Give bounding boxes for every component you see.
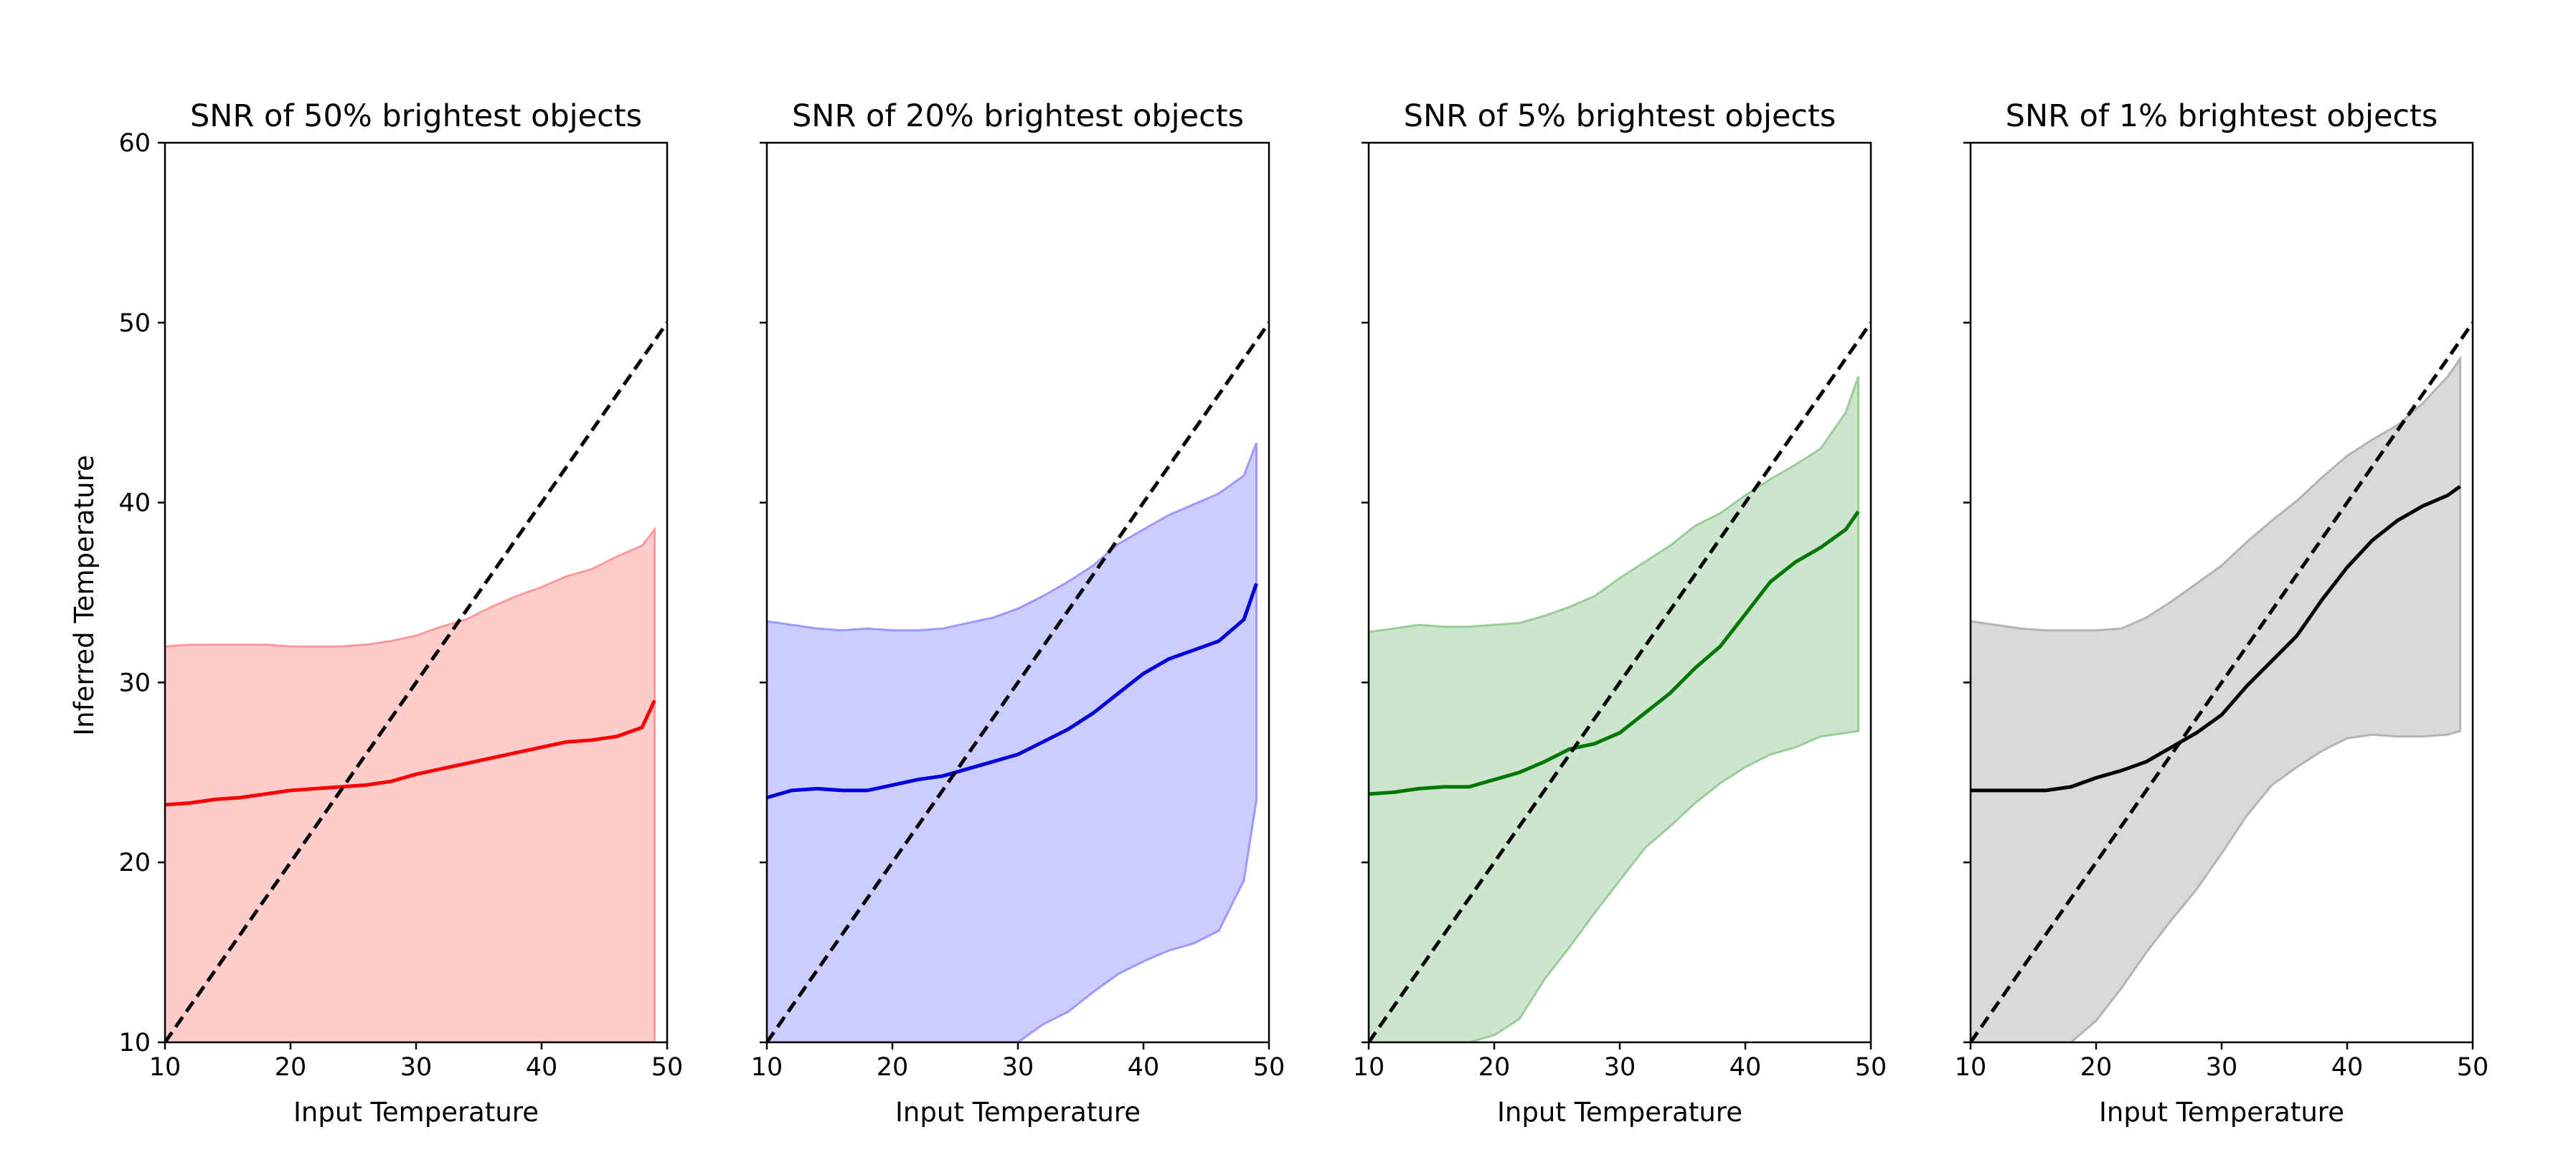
x-tick-label: 30 (1002, 1053, 1034, 1082)
x-axis-label: Input Temperature (2099, 1097, 2344, 1128)
x-tick-label: 50 (651, 1053, 684, 1082)
x-axis-label: Input Temperature (293, 1097, 539, 1128)
x-tick-label: 40 (2331, 1053, 2364, 1082)
x-tick-label: 20 (1478, 1053, 1511, 1082)
median-line (767, 582, 1258, 800)
x-tick-label: 10 (149, 1053, 181, 1082)
confidence-band (1369, 376, 1859, 1042)
panel-1: 10 20 30 40 50 10 20 30 40 50 60 SNR of 50% brighte… (118, 98, 683, 1128)
x-tick-label: 20 (877, 1053, 909, 1082)
panel-2: 10 20 30 40 50 SNR of 20% brightest objects In… (751, 98, 1285, 1128)
x-tick-label: 10 (1955, 1053, 1987, 1082)
y-tick-label: 30 (118, 669, 151, 697)
x-tick-label: 50 (2457, 1053, 2489, 1082)
y-tick-label: 20 (118, 849, 151, 877)
y-tick-label: 60 (118, 129, 151, 158)
y-tick-label: 10 (118, 1029, 151, 1057)
x-tick-label: 50 (1855, 1053, 1887, 1082)
panel-title: SNR of 20% brightest objects (792, 98, 1244, 134)
x-tick-label: 40 (1128, 1053, 1160, 1082)
x-tick-label: 30 (1604, 1053, 1636, 1082)
panel-4: 10 20 30 40 50 SNR of 1% brightest objects Inp… (1955, 98, 2489, 1128)
x-tick-label: 30 (400, 1053, 433, 1082)
panel-title: SNR of 50% brightest objects (190, 98, 642, 134)
identity-line (165, 321, 667, 1042)
x-tick-label: 30 (2206, 1053, 2238, 1082)
median-line (1369, 510, 1860, 796)
x-axis-label: Input Temperature (1497, 1097, 1742, 1128)
y-axis-label: Inferred Temperature (69, 455, 100, 736)
x-tick-label: 20 (2080, 1053, 2113, 1082)
confidence-band (767, 443, 1258, 1042)
x-tick-label: 40 (526, 1053, 558, 1082)
x-tick-label: 10 (751, 1053, 783, 1082)
y-tick-label: 50 (118, 309, 151, 338)
y-tick-label: 40 (118, 489, 151, 518)
median-line (165, 699, 656, 807)
panel-title: SNR of 1% brightest objects (2006, 98, 2438, 134)
panel-title: SNR of 5% brightest objects (1404, 98, 1836, 134)
identity-line (767, 321, 1269, 1042)
x-tick-label: 20 (275, 1053, 307, 1082)
panel-3: 10 20 30 40 50 SNR of 5% brightest objects Inp… (1353, 98, 1887, 1128)
x-axis-label: Input Temperature (895, 1097, 1141, 1128)
x-tick-label: 40 (1730, 1053, 1762, 1082)
median-line (1971, 484, 2461, 793)
identity-line (1369, 321, 1871, 1042)
x-tick-label: 50 (1253, 1053, 1285, 1082)
confidence-band (165, 526, 656, 1042)
confidence-band (1971, 355, 2461, 1042)
x-tick-label: 10 (1353, 1053, 1385, 1082)
identity-line (1971, 321, 2473, 1042)
